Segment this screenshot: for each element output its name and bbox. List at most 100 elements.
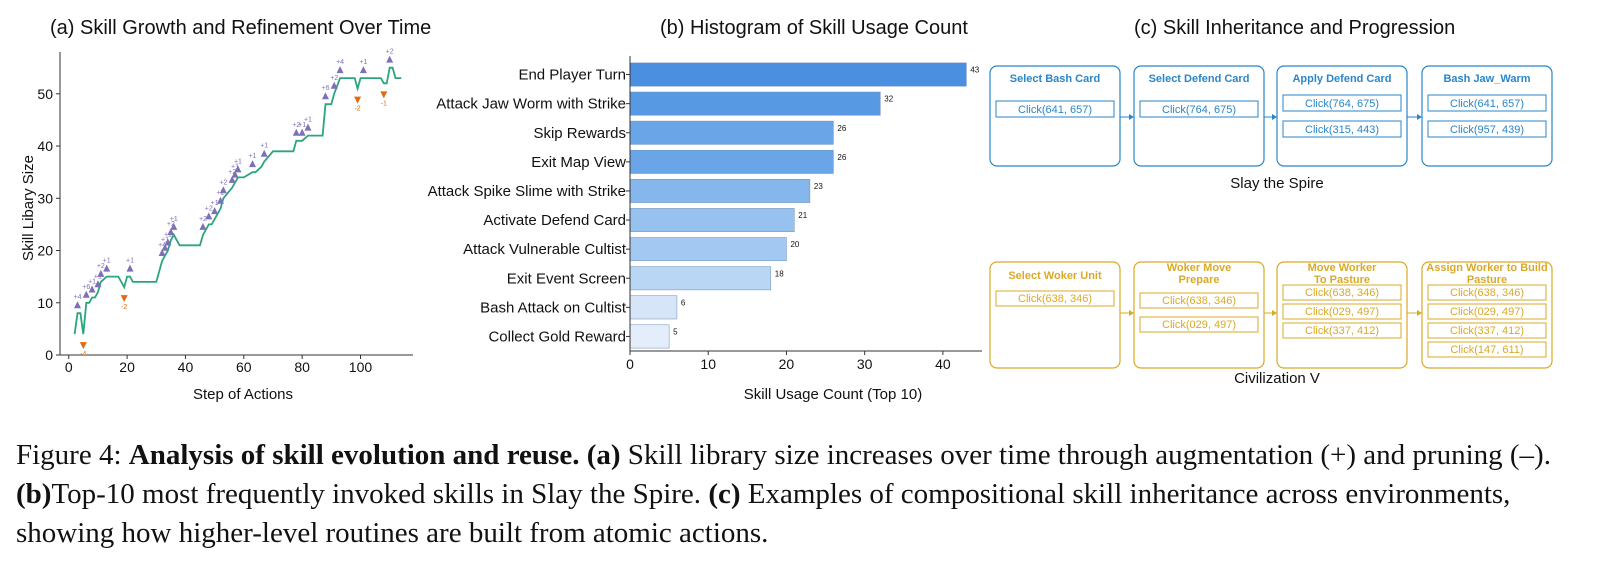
augment-label: +2 xyxy=(199,216,207,223)
x-tick-label: 80 xyxy=(294,359,310,375)
bar xyxy=(629,149,834,174)
skill-box-title: Apply Defend Card xyxy=(1292,73,1391,85)
action-box xyxy=(1282,303,1402,320)
bar xyxy=(629,91,881,116)
category-label: Attack Jaw Worm with Strike xyxy=(436,96,626,113)
category-label: End Player Turn xyxy=(518,67,626,84)
skill-box-frame xyxy=(1133,261,1265,369)
action-label: Click(957, 439) xyxy=(1450,124,1524,136)
skill-box: Apply Defend Card Click(764, 675) Click(31… xyxy=(1276,65,1408,167)
augment-label: +1 xyxy=(304,117,312,124)
value-label: 26 xyxy=(837,153,846,162)
panel-a-axes: 0 20 40 60 80 100 0 10 20 30 40 50 xyxy=(37,52,413,375)
action-box xyxy=(1282,322,1402,339)
action-box xyxy=(1427,94,1547,112)
y-tick-label: 40 xyxy=(37,138,53,154)
augment-label: +1 xyxy=(126,258,134,265)
augment-label: +2 xyxy=(219,179,227,186)
skill-box-title: Prepare xyxy=(1179,274,1220,286)
augment-marker xyxy=(164,238,172,246)
augment-label: +4 xyxy=(158,242,166,249)
action-box xyxy=(1427,341,1547,358)
panel-b: (b) Histogram of Skill Usage Count End P… xyxy=(428,17,982,403)
prune-label: -2 xyxy=(354,106,360,113)
figure-canvas: (a) Skill Growth and Refinement Over Tim… xyxy=(20,17,1553,403)
augment-marker xyxy=(211,207,219,215)
x-tick-label: 100 xyxy=(349,359,373,375)
augment-marker xyxy=(97,269,105,277)
caption-b-text: Top-10 most frequently invoked skills in… xyxy=(51,478,709,510)
augment-label: +4 xyxy=(74,294,82,301)
caption-c-tag: (c) xyxy=(708,478,741,510)
panel-a-title: (a) Skill Growth and Refinement Over Tim… xyxy=(50,17,431,39)
value-label: 32 xyxy=(884,95,893,104)
arrow-head xyxy=(1129,114,1134,120)
augment-marker xyxy=(167,228,175,236)
augment-label: +1 xyxy=(234,158,242,165)
category-label: Bash Attack on Cultist xyxy=(480,299,627,316)
prune-marker xyxy=(354,96,362,104)
panel-a-plot: +4-4+6+1+1+2+1-2+1+4+1+1+2+1+2+2+1+2+2+2… xyxy=(74,49,402,358)
y-tick-label: 30 xyxy=(37,190,53,206)
augment-label: +1 xyxy=(260,143,268,150)
augment-marker xyxy=(249,160,257,168)
action-label: Click(337, 412) xyxy=(1450,325,1524,337)
augment-marker xyxy=(359,66,367,74)
bar xyxy=(629,208,795,232)
action-box xyxy=(1139,292,1259,309)
augment-label: +2 xyxy=(386,49,394,56)
augment-label: +2 xyxy=(228,169,236,176)
augment-label: +1 xyxy=(249,153,257,160)
augment-marker xyxy=(205,212,213,220)
augment-marker xyxy=(158,248,166,256)
bar xyxy=(629,179,811,203)
augment-label: +6 xyxy=(82,284,90,291)
action-box xyxy=(995,100,1115,118)
augment-marker xyxy=(199,222,207,230)
x-tick-label: 40 xyxy=(935,356,951,372)
figure-caption: Figure 4: Analysis of skill evolution an… xyxy=(16,436,1606,553)
category-label: Activate Defend Card xyxy=(483,212,626,229)
prune-label: -4 xyxy=(80,351,86,358)
augment-marker xyxy=(103,264,111,272)
prune-label: -1 xyxy=(381,100,387,107)
action-label: Click(638, 346) xyxy=(1450,287,1524,299)
augment-label: +2 xyxy=(292,122,300,129)
x-tick-label: 20 xyxy=(119,359,135,375)
x-tick-label: 30 xyxy=(857,356,873,372)
caption-bold-title: Analysis of skill evolution and reuse. xyxy=(128,439,580,471)
y-tick-label: 0 xyxy=(45,347,53,363)
augment-marker xyxy=(228,175,236,183)
action-box xyxy=(1282,94,1402,112)
panel-a-ylabel: Skill Libary Size xyxy=(20,155,37,261)
arrow-head xyxy=(1129,310,1134,316)
caption-label: Figure 4: xyxy=(16,439,129,471)
value-label: 5 xyxy=(673,327,678,336)
y-tick-label: 50 xyxy=(37,86,53,102)
bar xyxy=(629,120,834,145)
value-label: 18 xyxy=(775,269,784,278)
skill-box-title: Assign Worker to Build xyxy=(1426,262,1547,274)
category-label: Skip Rewards xyxy=(533,125,626,142)
skill-box: Bash Jaw_Warm Click(641, 657) Click(957, 4… xyxy=(1421,65,1553,167)
value-label: 26 xyxy=(837,124,846,133)
skill-box: Select Defend Card Click(764, 675) xyxy=(1133,65,1265,167)
action-label: Click(029, 497) xyxy=(1450,306,1524,318)
bar xyxy=(629,295,678,320)
action-label: Click(337, 412) xyxy=(1305,325,1379,337)
skill-box-frame xyxy=(989,261,1121,369)
prune-marker xyxy=(380,91,388,99)
y-tick-label: 20 xyxy=(37,243,53,259)
action-label: Click(638, 346) xyxy=(1162,295,1236,307)
augment-label: +1 xyxy=(231,164,239,171)
augment-marker xyxy=(260,149,268,157)
augment-label: +4 xyxy=(336,59,344,66)
caption-c-text: Examples of compositional skill inherita… xyxy=(16,478,1511,549)
skill-box-frame xyxy=(1276,65,1408,167)
augment-label: +6 xyxy=(321,85,329,92)
panel-a: (a) Skill Growth and Refinement Over Tim… xyxy=(20,17,431,403)
action-label: Click(764, 675) xyxy=(1162,104,1236,116)
skill-size-line xyxy=(73,66,402,335)
